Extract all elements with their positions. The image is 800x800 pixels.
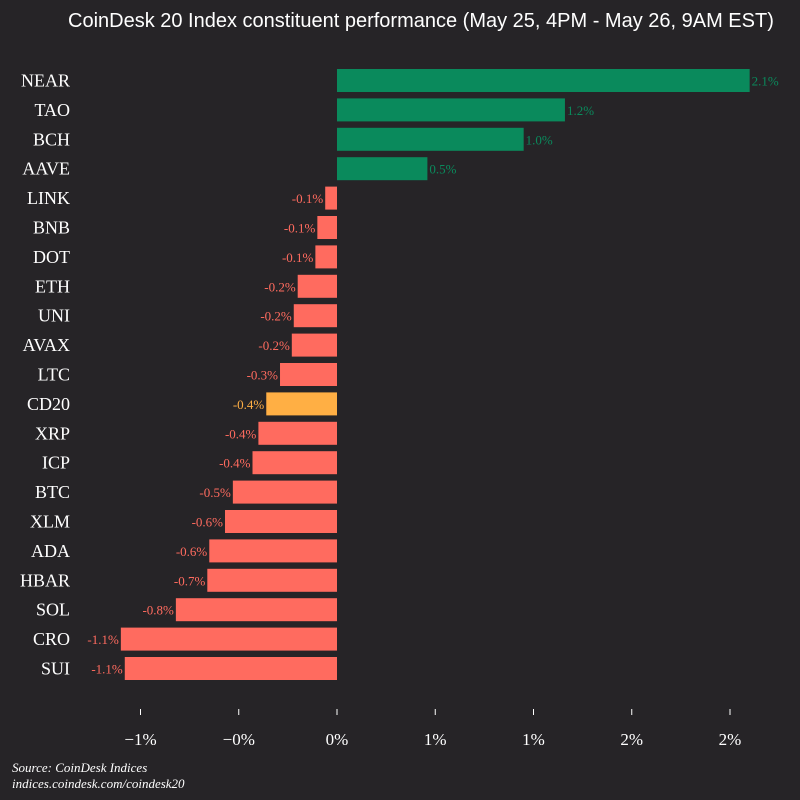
bar-hbar [207, 568, 337, 592]
category-label-ltc: LTC [38, 365, 70, 385]
bar-near [337, 69, 750, 92]
bar-ltc [280, 363, 337, 386]
value-label-hbar: -0.7% [174, 573, 206, 588]
category-label-xlm: XLM [30, 512, 70, 532]
category-label-aave: AAVE [22, 159, 70, 179]
category-label-uni: UNI [38, 306, 70, 326]
category-label-cro: CRO [33, 629, 70, 649]
bar-dot [315, 245, 337, 269]
bar-avax [291, 333, 337, 357]
value-label-ltc: -0.3% [247, 368, 279, 383]
bar-bnb [317, 216, 337, 239]
value-label-ada: -0.6% [176, 544, 208, 559]
category-label-bnb: BNB [33, 218, 70, 238]
value-label-bch: 1.0% [526, 132, 553, 147]
bar-xlm [224, 510, 337, 533]
bar-aave [337, 157, 428, 181]
category-label-sol: SOL [36, 600, 70, 620]
value-label-dot: -0.1% [282, 250, 314, 265]
category-label-avax: AVAX [23, 335, 70, 355]
category-label-link: LINK [27, 188, 70, 208]
source-note: Source: CoinDesk Indices [12, 760, 148, 775]
value-label-bnb: -0.1% [284, 221, 316, 236]
category-label-xrp: XRP [35, 423, 70, 443]
bar-ada [209, 539, 337, 563]
bar-link [325, 186, 337, 210]
chart-title: CoinDesk 20 Index constituent performanc… [68, 10, 774, 32]
bar-sol [175, 598, 337, 622]
value-label-xrp: -0.4% [225, 426, 257, 441]
bar-sui [124, 657, 337, 680]
value-label-sol: -0.8% [142, 603, 174, 618]
x-tick-label: 2% [620, 730, 643, 749]
category-label-icp: ICP [42, 453, 70, 473]
category-label-eth: ETH [35, 276, 70, 296]
value-label-link: -0.1% [292, 191, 324, 206]
x-tick-label: 0% [326, 730, 349, 749]
category-label-ada: ADA [31, 541, 70, 561]
category-label-sui: SUI [41, 659, 70, 679]
value-label-icp: -0.4% [219, 456, 251, 471]
category-label-cd20: CD20 [27, 394, 70, 414]
bar-uni [293, 304, 337, 328]
x-tick-label: 1% [522, 730, 545, 749]
value-label-cro: -1.1% [87, 632, 119, 647]
value-label-avax: -0.2% [258, 338, 290, 353]
value-label-btc: -0.5% [199, 485, 231, 500]
category-label-bch: BCH [33, 129, 70, 149]
value-label-near: 2.1% [752, 74, 779, 89]
category-label-near: NEAR [21, 71, 70, 91]
bar-cd20 [266, 392, 337, 416]
bar-cro [120, 627, 337, 651]
x-tick-label: 2% [719, 730, 742, 749]
value-label-tao: 1.2% [567, 103, 594, 118]
value-label-eth: -0.2% [264, 279, 296, 294]
bar-icp [252, 451, 337, 475]
source-url: indices.coindesk.com/coindesk20 [12, 776, 185, 791]
bar-tao [337, 98, 565, 122]
chart-footer: Source: CoinDesk Indices indices.coindes… [12, 760, 185, 792]
value-label-aave: 0.5% [429, 162, 456, 177]
value-label-sui: -1.1% [91, 662, 123, 677]
x-tick-label: −1% [124, 730, 156, 749]
x-tick-label: 1% [424, 730, 447, 749]
bar-btc [232, 480, 337, 504]
category-label-btc: BTC [35, 482, 70, 502]
x-tick-label: −0% [223, 730, 255, 749]
category-label-dot: DOT [33, 247, 70, 267]
bar-xrp [258, 421, 337, 445]
category-label-tao: TAO [34, 100, 70, 120]
value-label-uni: -0.2% [260, 309, 292, 324]
value-label-cd20: -0.4% [233, 397, 265, 412]
value-label-xlm: -0.6% [192, 515, 224, 530]
category-label-hbar: HBAR [20, 570, 70, 590]
bar-eth [297, 274, 337, 298]
bar-bch [337, 127, 524, 151]
